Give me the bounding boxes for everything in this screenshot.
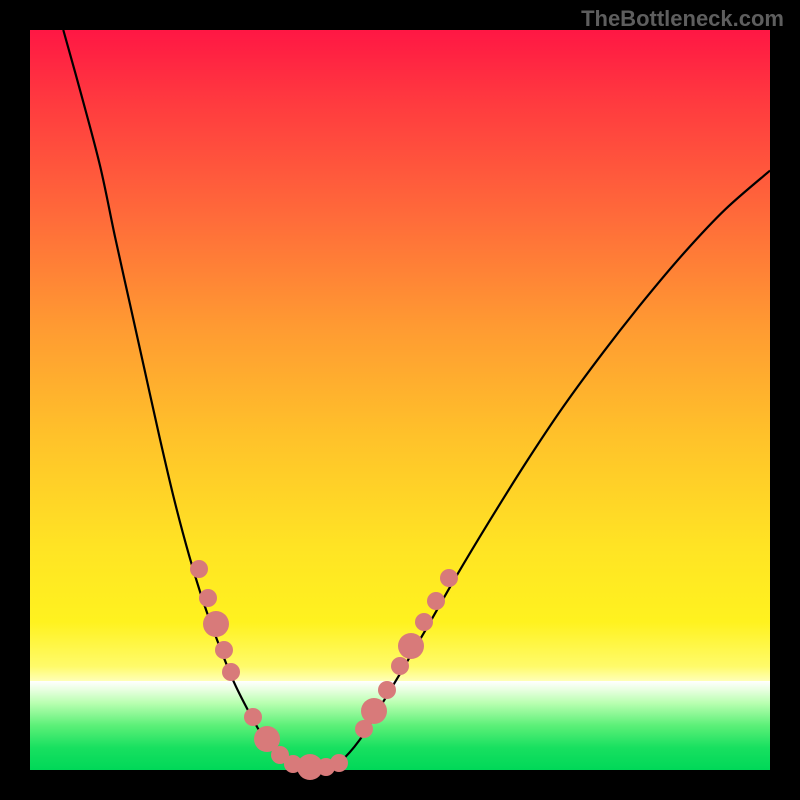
data-dot xyxy=(330,754,348,772)
data-dot xyxy=(391,657,409,675)
data-dot xyxy=(361,698,387,724)
data-dot xyxy=(190,560,208,578)
data-dot xyxy=(440,569,458,587)
data-dot xyxy=(222,663,240,681)
watermark-text: TheBottleneck.com xyxy=(581,6,784,32)
plot-area xyxy=(30,30,770,770)
data-dot xyxy=(398,633,424,659)
data-dots-layer xyxy=(30,30,770,770)
data-dot xyxy=(244,708,262,726)
data-dot xyxy=(203,611,229,637)
data-dot xyxy=(215,641,233,659)
data-dot xyxy=(427,592,445,610)
data-dot xyxy=(378,681,396,699)
data-dot xyxy=(415,613,433,631)
data-dot xyxy=(199,589,217,607)
